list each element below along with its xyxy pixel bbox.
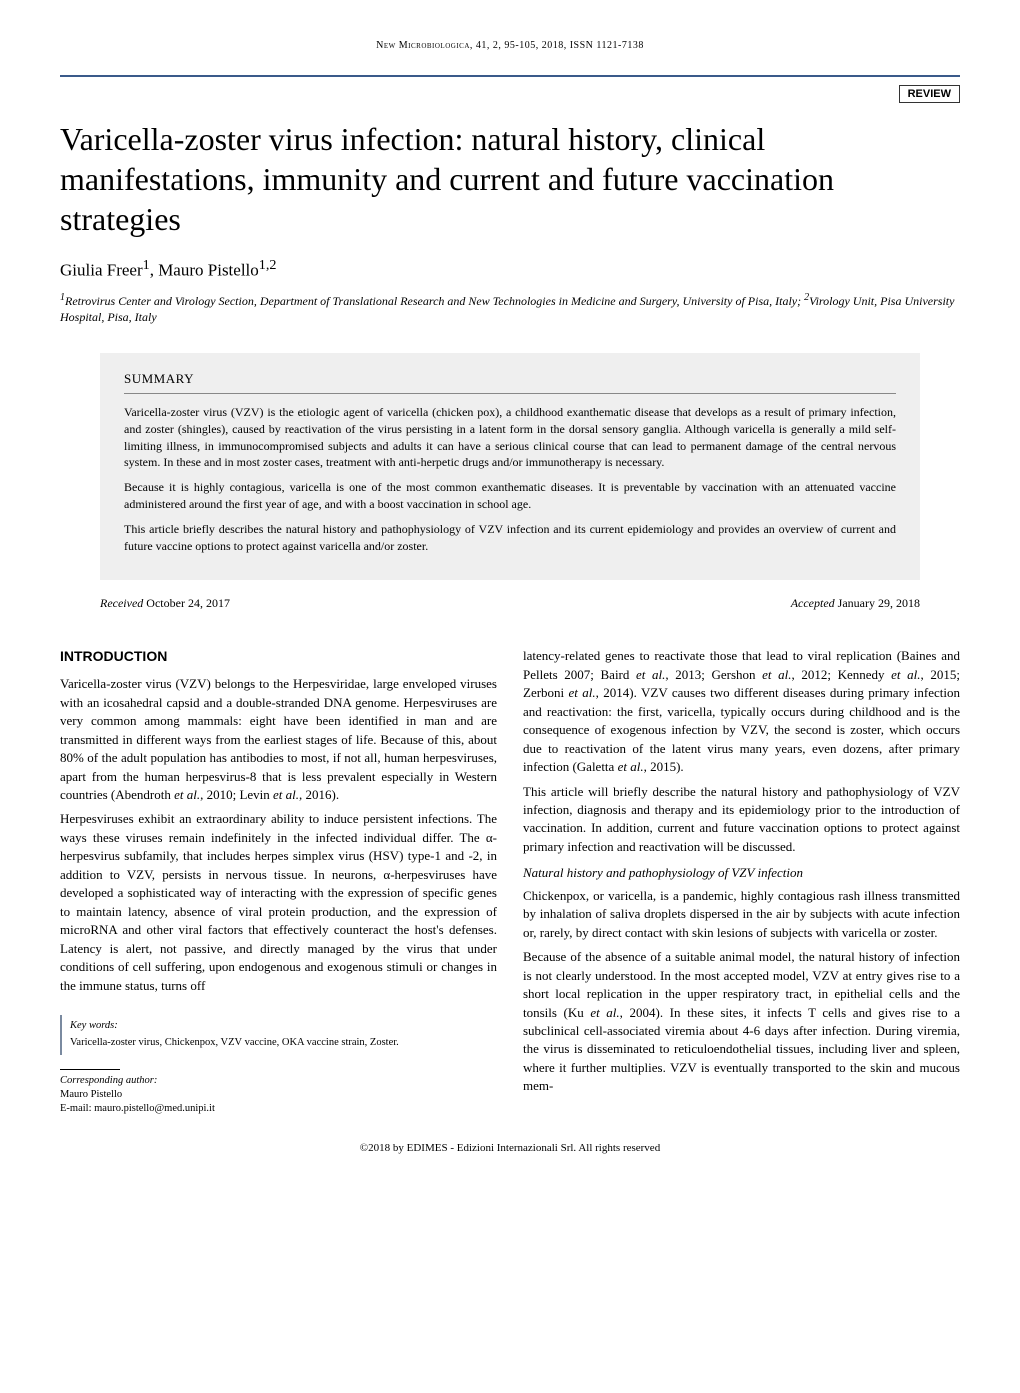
body-paragraph: This article will briefly describe the n… — [523, 783, 960, 857]
summary-box: SUMMARY Varicella-zoster virus (VZV) is … — [100, 353, 920, 580]
corr-email: E-mail: mauro.pistello@med.unipi.it — [60, 1103, 215, 1114]
corr-rule — [60, 1069, 120, 1070]
summary-paragraph: Varicella-zoster virus (VZV) is the etio… — [124, 404, 896, 471]
keywords-block: Key words: Varicella-zoster virus, Chick… — [60, 1015, 497, 1055]
header-rule — [60, 75, 960, 77]
review-badge: REVIEW — [899, 85, 960, 103]
right-column: latency-related genes to reactivate thos… — [523, 647, 960, 1116]
authors-line: Giulia Freer1, Mauro Pistello1,2 — [60, 257, 960, 281]
running-header: New Microbiologica, 41, 2, 95-105, 2018,… — [60, 40, 960, 51]
summary-paragraph: Because it is highly contagious, varicel… — [124, 479, 896, 513]
badge-row: REVIEW — [60, 85, 960, 103]
keywords-text: Varicella-zoster virus, Chickenpox, VZV … — [70, 1037, 399, 1048]
body-paragraph: Chickenpox, or varicella, is a pandemic,… — [523, 887, 960, 942]
corresponding-author-block: Corresponding author: Mauro Pistello E-m… — [60, 1069, 497, 1117]
corr-label: Corresponding author: — [60, 1075, 157, 1086]
body-paragraph: latency-related genes to reactivate thos… — [523, 647, 960, 776]
corr-name: Mauro Pistello — [60, 1089, 122, 1100]
summary-rule — [124, 393, 896, 394]
accepted-date: Accepted January 29, 2018 — [791, 596, 920, 611]
section-heading-introduction: INTRODUCTION — [60, 647, 497, 667]
article-title: Varicella-zoster virus infection: natura… — [60, 119, 960, 239]
keywords-title: Key words: — [70, 1019, 497, 1034]
affiliations: 1Retrovirus Center and Virology Section,… — [60, 291, 960, 325]
body-paragraph: Herpesviruses exhibit an extraordinary a… — [60, 810, 497, 995]
left-column: INTRODUCTION Varicella-zoster virus (VZV… — [60, 647, 497, 1116]
body-paragraph: Because of the absence of a suitable ani… — [523, 948, 960, 1096]
summary-heading: SUMMARY — [124, 371, 896, 387]
summary-paragraph: This article briefly describes the natur… — [124, 521, 896, 555]
received-date: Received October 24, 2017 — [100, 596, 230, 611]
dates-row: Received October 24, 2017 Accepted Janua… — [100, 596, 920, 611]
body-columns: INTRODUCTION Varicella-zoster virus (VZV… — [60, 647, 960, 1116]
copyright-footer: ©2018 by EDIMES - Edizioni Internazional… — [60, 1142, 960, 1154]
body-paragraph: Varicella-zoster virus (VZV) belongs to … — [60, 675, 497, 804]
subsection-heading: Natural history and pathophysiology of V… — [523, 864, 960, 882]
